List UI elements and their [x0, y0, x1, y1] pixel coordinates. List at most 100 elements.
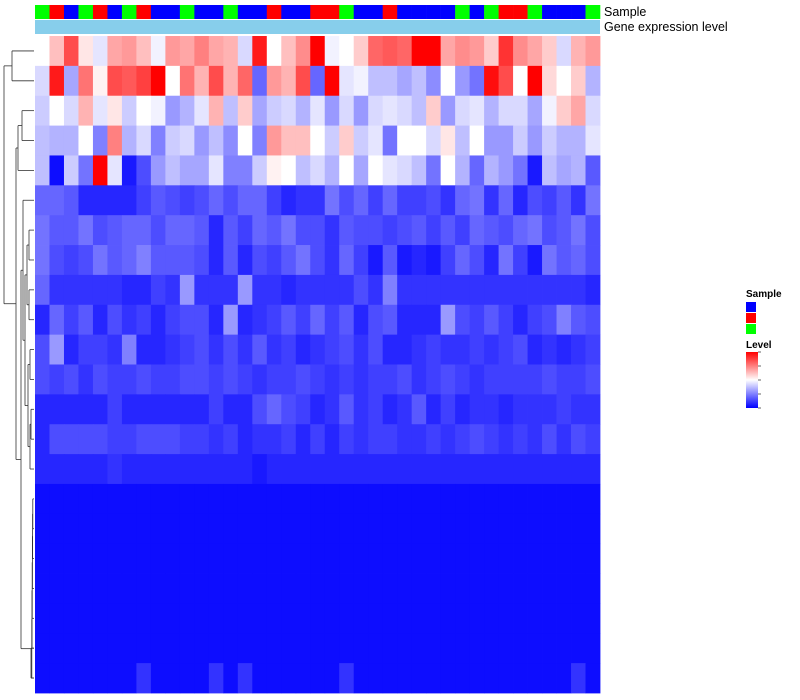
heatmap-cell: [179, 334, 195, 365]
heatmap-cell: [353, 245, 369, 276]
heatmap-cell: [542, 483, 557, 515]
heatmap-cell: [339, 304, 355, 336]
heatmap-cell: [469, 155, 485, 186]
heatmap-cell: [208, 424, 224, 455]
heatmap-cell: [266, 603, 282, 634]
heatmap-cell: [339, 543, 355, 574]
heatmap-cell: [353, 663, 369, 694]
heatmap-cell: [252, 424, 268, 455]
heatmap-cell: [469, 543, 485, 574]
heatmap-cell: [542, 394, 557, 425]
heatmap-cell: [484, 543, 499, 574]
heatmap-cell: [556, 274, 572, 306]
heatmap-cell: [194, 245, 210, 276]
heatmap-cell: [368, 125, 384, 156]
heatmap-cell: [426, 424, 442, 455]
heatmap-cell: [426, 364, 442, 395]
heatmap-cell: [585, 483, 601, 515]
heatmap-cell: [194, 304, 210, 336]
heatmap-cell: [484, 394, 499, 425]
heatmap-cell: [92, 513, 108, 545]
heatmap-cell: [49, 513, 65, 545]
sample-cell: [237, 5, 253, 19]
heatmap-cell: [252, 274, 268, 306]
heatmap-cell: [63, 543, 79, 574]
heatmap-cell: [382, 274, 398, 306]
heatmap-cell: [469, 36, 485, 67]
heatmap-cell: [426, 543, 442, 574]
heatmap-cell: [136, 185, 152, 216]
heatmap-cell: [382, 95, 398, 126]
heatmap-cell: [78, 334, 94, 365]
heatmap-cell: [121, 155, 137, 186]
heatmap-cell: [397, 155, 413, 186]
heatmap-cell: [194, 95, 210, 126]
heatmap-cell: [571, 95, 586, 126]
sample-cell: [556, 5, 572, 19]
heatmap-cell: [455, 424, 471, 455]
heatmap-cell: [35, 245, 50, 276]
heatmap-cell: [63, 603, 79, 634]
heatmap-cell: [78, 424, 94, 455]
heatmap-cell: [179, 185, 195, 216]
heatmap-cell: [150, 543, 166, 574]
sample-cell: [150, 5, 166, 19]
heatmap-cell: [49, 454, 65, 485]
heatmap-cell: [426, 454, 442, 485]
heatmap-cell: [411, 364, 427, 395]
heatmap-cell: [484, 424, 499, 455]
heatmap-cell: [266, 334, 282, 365]
heatmap-cell: [382, 155, 398, 186]
heatmap-cell: [556, 304, 572, 336]
heatmap-cell: [527, 245, 543, 276]
heatmap-cell: [556, 185, 572, 216]
heatmap-cell: [107, 95, 123, 126]
heatmap-cell: [237, 364, 253, 395]
heatmap-cell: [281, 65, 297, 97]
heatmap-cell: [252, 215, 268, 246]
heatmap-cell: [179, 36, 195, 67]
heatmap-cell: [397, 95, 413, 126]
heatmap-cell: [92, 125, 108, 156]
heatmap-cell: [136, 215, 152, 246]
heatmap-cell: [353, 185, 369, 216]
heatmap-cell: [281, 394, 297, 425]
heatmap-cell: [194, 394, 210, 425]
heatmap-cell: [585, 603, 601, 634]
heatmap-cell: [223, 155, 239, 186]
heatmap-cell: [556, 364, 572, 395]
heatmap-cell: [63, 633, 79, 664]
heatmap-cell: [121, 513, 137, 545]
heatmap-cell: [440, 543, 456, 574]
heatmap-cell: [542, 36, 557, 67]
heatmap-cell: [266, 245, 282, 276]
heatmap-cell: [469, 483, 485, 515]
heatmap-cell: [121, 36, 137, 67]
heatmap-cell: [78, 36, 94, 67]
sample-cell: [513, 5, 528, 19]
heatmap-cell: [223, 603, 239, 634]
heatmap-cell: [165, 633, 181, 664]
level-colorbar: [746, 352, 758, 408]
heatmap-cell: [339, 36, 355, 67]
heatmap-cell: [368, 543, 384, 574]
heatmap-cell: [426, 65, 442, 97]
heatmap-cell: [92, 245, 108, 276]
heatmap-cell: [223, 394, 239, 425]
heatmap-cell: [455, 245, 471, 276]
heatmap-cell: [107, 36, 123, 67]
heatmap-cell: [571, 394, 586, 425]
heatmap-cell: [208, 95, 224, 126]
heatmap-cell: [397, 454, 413, 485]
heatmap-cell: [295, 125, 311, 156]
heatmap-cell: [368, 633, 384, 664]
heatmap-cell: [440, 304, 456, 336]
heatmap-cell: [484, 334, 499, 365]
heatmap-cell: [310, 633, 326, 664]
heatmap-cell: [513, 543, 528, 574]
heatmap-cell: [397, 364, 413, 395]
heatmap-cell: [63, 573, 79, 604]
heatmap-cell: [484, 125, 499, 156]
heatmap-cell: [179, 65, 195, 97]
heatmap-cell: [295, 483, 311, 515]
